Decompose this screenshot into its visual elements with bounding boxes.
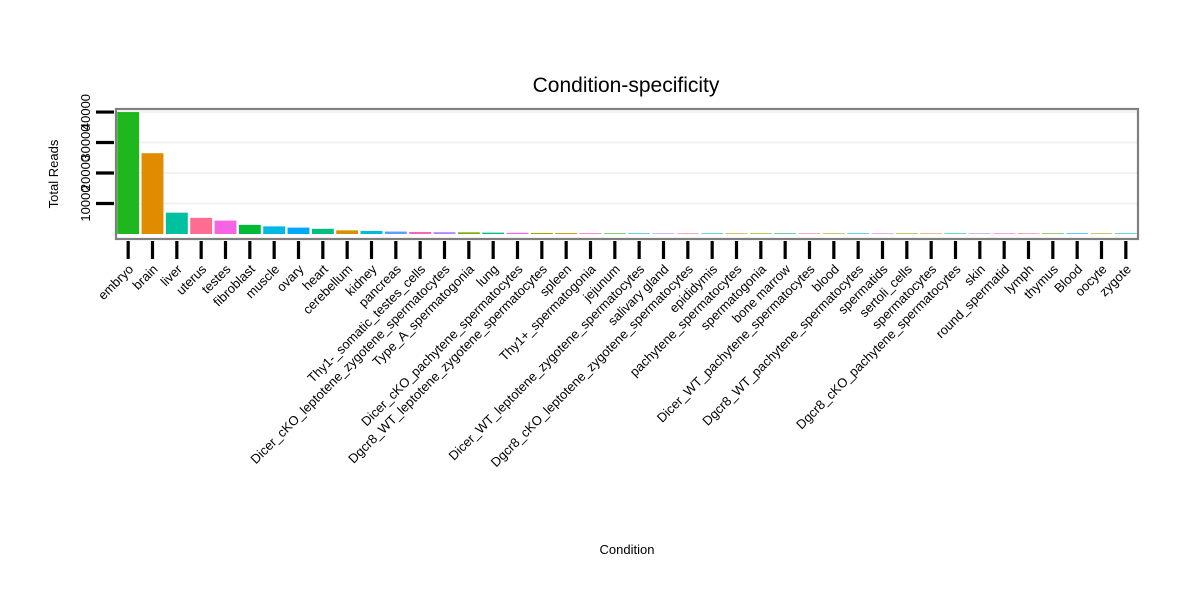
bar	[895, 233, 918, 234]
bar	[457, 232, 480, 234]
x-tick-label: brain	[130, 262, 161, 293]
y-tick-label: 20000	[78, 155, 93, 191]
bar	[579, 233, 602, 234]
bar	[749, 233, 772, 234]
bar	[968, 233, 991, 234]
bar	[214, 220, 237, 234]
grid-lines	[116, 111, 1138, 205]
bar	[1090, 233, 1113, 234]
bar	[530, 232, 553, 234]
bar	[822, 233, 845, 234]
y-tick-label: 10000	[78, 185, 93, 221]
bar	[603, 233, 626, 234]
bar	[482, 232, 505, 234]
x-axis: embryobrainliveruterustestesfibroblastmu…	[95, 241, 1134, 470]
plot-panel-border	[114, 107, 1140, 241]
bar	[871, 233, 894, 234]
bar	[676, 233, 699, 234]
y-axis-title: Total Reads	[46, 139, 61, 208]
bar	[1017, 233, 1040, 234]
bar	[1114, 233, 1137, 234]
bar	[798, 233, 821, 234]
y-tick-label: 30000	[78, 124, 93, 160]
bar	[555, 233, 578, 234]
bar	[920, 233, 943, 234]
bar	[847, 233, 870, 234]
x-axis-title: Condition	[600, 542, 655, 557]
bar	[993, 233, 1016, 234]
bar	[409, 232, 432, 234]
bar	[360, 230, 383, 234]
y-tick-label: 40000	[78, 94, 93, 130]
bar	[165, 212, 188, 234]
bar	[238, 224, 261, 234]
bar	[190, 217, 213, 234]
x-tick-label: ovary	[274, 261, 307, 294]
bar	[652, 233, 675, 234]
bar	[384, 231, 407, 234]
bar	[287, 227, 310, 234]
bar	[944, 233, 967, 234]
bar	[506, 232, 529, 234]
bar	[701, 233, 724, 234]
bar	[263, 226, 286, 234]
bar	[725, 233, 748, 234]
bar	[433, 232, 456, 234]
chart-title: Condition-specificity	[533, 74, 720, 97]
bar	[336, 230, 359, 234]
bar	[117, 112, 140, 234]
bar	[311, 228, 334, 234]
bar	[141, 153, 164, 234]
bar	[628, 233, 651, 234]
bar	[1041, 233, 1064, 234]
bars	[117, 112, 1137, 234]
bar	[774, 233, 797, 234]
bar	[1066, 233, 1089, 234]
